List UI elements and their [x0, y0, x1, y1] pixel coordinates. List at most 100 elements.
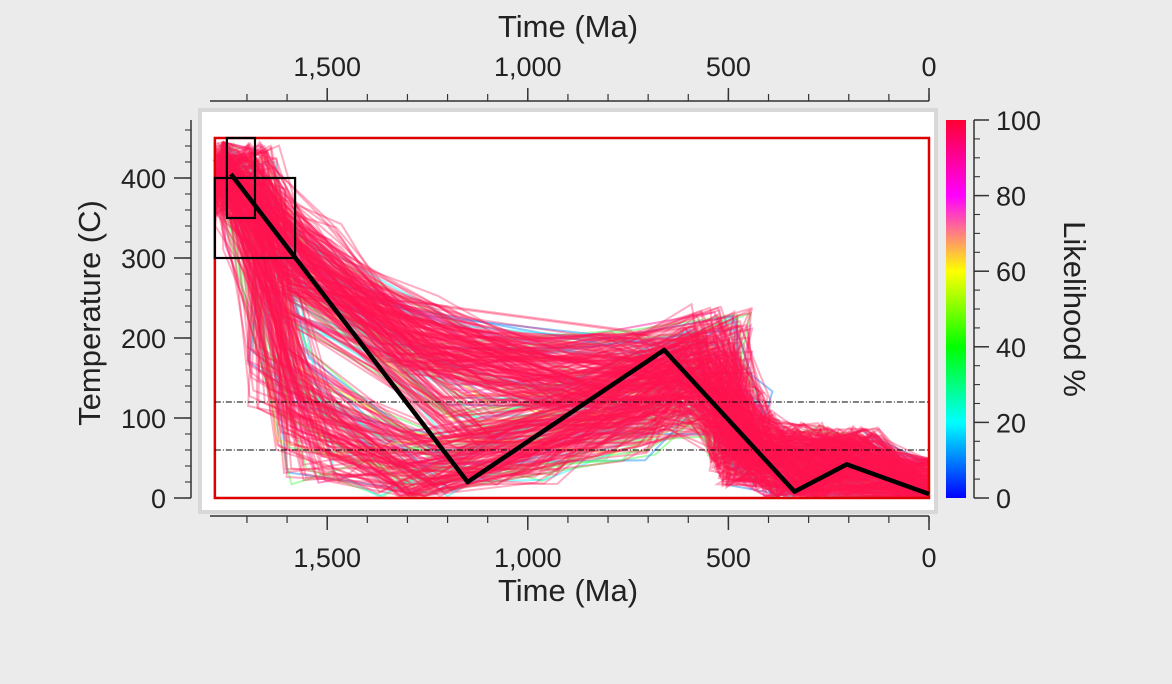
- ensemble-path: [214, 148, 930, 498]
- ensemble-path: [213, 149, 930, 498]
- ensemble-path: [222, 141, 930, 481]
- ensemble-path: [221, 153, 930, 493]
- ensemble-path: [222, 176, 930, 493]
- ensemble-path: [221, 157, 930, 498]
- ensemble-path: [213, 158, 930, 498]
- ensemble-path: [214, 164, 930, 498]
- ensemble-path: [214, 143, 930, 480]
- ensemble-path: [214, 154, 930, 475]
- ensemble-path: [221, 147, 930, 492]
- ensemble-path: [214, 160, 930, 476]
- ensemble-path: [222, 169, 930, 498]
- ensemble-path: [214, 169, 930, 498]
- ensemble-path: [215, 161, 929, 498]
- ensemble-path: [214, 143, 930, 493]
- ensemble-path: [222, 166, 930, 499]
- colorbar-tick-label: 80: [996, 182, 1026, 212]
- ensemble-path: [214, 185, 930, 498]
- ensemble-path: [221, 141, 930, 498]
- ensemble-path: [219, 150, 930, 498]
- ensemble-path: [214, 204, 930, 498]
- colorbar-tick-label: 100: [996, 106, 1041, 136]
- ensemble-path: [222, 182, 930, 485]
- ensemble-path: [222, 143, 930, 493]
- ensemble-path: [214, 166, 930, 497]
- ensemble-path: [222, 170, 930, 466]
- ensemble-path: [214, 186, 930, 481]
- bottom-tick-label: 0: [921, 543, 936, 573]
- ensemble-path: [214, 199, 930, 484]
- ensemble-path: [215, 158, 930, 482]
- ensemble-path: [221, 152, 930, 475]
- ensemble-path: [214, 171, 930, 498]
- ensemble-path: [222, 161, 930, 495]
- ensemble-path: [214, 183, 930, 498]
- ensemble-path: [214, 165, 930, 484]
- ensemble-path: [213, 151, 930, 498]
- ensemble-path: [215, 166, 930, 498]
- ensemble-path: [222, 166, 930, 463]
- ensemble-path: [222, 182, 930, 498]
- ensemble-path: [222, 156, 930, 498]
- ensemble-path: [213, 151, 930, 489]
- ensemble-path: [222, 175, 929, 498]
- ensemble-path: [214, 167, 930, 489]
- ensemble-path: [214, 156, 930, 498]
- ensemble-path: [214, 163, 930, 498]
- ensemble-path: [214, 151, 930, 498]
- ensemble-path: [214, 173, 930, 498]
- ensemble-path: [222, 147, 930, 494]
- ensemble-path: [222, 162, 930, 498]
- ensemble-path: [213, 170, 930, 495]
- ensemble-path: [222, 148, 930, 485]
- ensemble-path: [213, 149, 930, 497]
- ensemble-path: [221, 148, 930, 498]
- ensemble-path: [221, 153, 930, 498]
- ensemble-path: [214, 193, 930, 492]
- ensemble-path: [222, 144, 930, 498]
- ensemble-path: [222, 181, 930, 490]
- ensemble-path: [214, 171, 930, 489]
- ensemble-path: [214, 155, 930, 498]
- ensemble-path: [213, 152, 930, 498]
- ensemble-path: [214, 180, 930, 483]
- ensemble-path: [214, 178, 930, 498]
- ensemble-path: [222, 179, 930, 498]
- ensemble-path: [222, 141, 930, 472]
- ensemble-path: [217, 141, 930, 498]
- ensemble-path: [213, 145, 930, 498]
- ensemble-path: [213, 174, 930, 498]
- ensemble-path: [213, 141, 929, 498]
- ensemble-path: [213, 179, 930, 499]
- ensemble-path: [222, 146, 930, 498]
- ensemble-path: [222, 162, 930, 499]
- envelope-box: [213, 136, 931, 500]
- ensemble-path: [214, 155, 930, 484]
- colorbar-tick-label: 40: [996, 333, 1026, 363]
- ensemble-path: [221, 177, 930, 498]
- ensemble-path: [221, 149, 930, 490]
- ensemble-path: [214, 189, 930, 499]
- colorbar-tick-label: 0: [996, 484, 1011, 514]
- top-tick-label: 1,500: [293, 52, 361, 82]
- chart-overlays: [213, 136, 931, 500]
- ensemble-path: [221, 175, 930, 498]
- best-fit-path: [229, 172, 930, 497]
- ensemble-path: [214, 144, 930, 498]
- bottom-tick-label: 500: [706, 543, 751, 573]
- ensemble-path: [221, 141, 930, 498]
- ensemble-path: [214, 172, 930, 498]
- ensemble-path: [214, 175, 930, 495]
- ensemble-path: [214, 189, 930, 498]
- ensemble-path: [222, 150, 930, 496]
- ensemble-path: [222, 158, 930, 498]
- ensemble-path: [221, 148, 930, 476]
- ensemble-path: [222, 152, 930, 498]
- ensemble-path: [222, 170, 930, 494]
- ensemble-path: [222, 141, 930, 498]
- ensemble-path: [221, 176, 930, 498]
- ensemble-path: [221, 156, 930, 498]
- ensemble-path: [222, 181, 930, 498]
- ensemble-path: [222, 173, 930, 498]
- ensemble-path: [221, 149, 929, 498]
